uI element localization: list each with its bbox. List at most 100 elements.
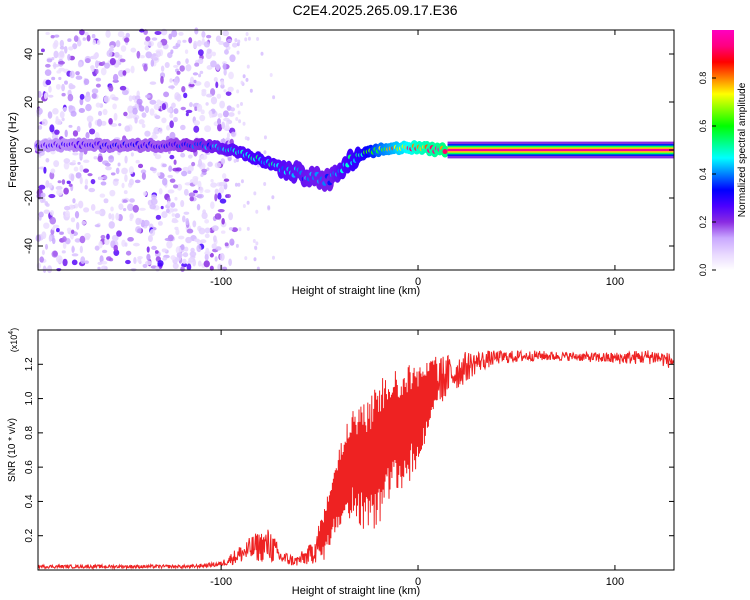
noise-cell bbox=[172, 184, 179, 189]
noise-cell bbox=[188, 37, 193, 44]
noise-cell bbox=[61, 83, 65, 92]
noise-cell bbox=[134, 95, 141, 100]
noise-cell bbox=[124, 174, 128, 183]
noise-cell bbox=[153, 126, 161, 135]
noise-cell bbox=[78, 108, 85, 113]
noise-cell bbox=[41, 249, 45, 256]
noise-cell bbox=[43, 209, 50, 214]
noise-cell bbox=[84, 57, 91, 64]
noise-cell bbox=[238, 227, 242, 232]
noise-cell bbox=[171, 217, 178, 223]
noise-cell bbox=[221, 173, 227, 179]
noise-cell bbox=[70, 229, 75, 234]
noise-cell bbox=[127, 203, 134, 212]
noise-cell bbox=[130, 152, 134, 157]
noise-cell bbox=[77, 161, 81, 165]
noise-cell bbox=[124, 242, 128, 247]
noise-cell bbox=[228, 112, 235, 117]
noise-cell bbox=[183, 188, 189, 196]
snr-ytick-label: 0.8 bbox=[24, 425, 35, 439]
noise-cell bbox=[192, 72, 199, 76]
ridge-cell bbox=[442, 149, 448, 155]
snr-axes: -100 0 100 0.2 0.4 0.6 0.8 1.0 1.2 bbox=[24, 330, 674, 588]
noise-cell bbox=[104, 62, 110, 69]
noise-cell bbox=[73, 35, 79, 42]
noise-cell bbox=[68, 105, 74, 110]
colorbar-tick-label: 0.0 bbox=[698, 264, 708, 277]
noise-cell bbox=[109, 57, 116, 66]
noise-cell bbox=[237, 39, 241, 44]
noise-cell bbox=[38, 125, 43, 130]
noise-cell bbox=[162, 177, 168, 186]
noise-cell bbox=[180, 124, 186, 131]
noise-cell bbox=[224, 49, 229, 55]
noise-cell bbox=[176, 39, 182, 45]
noise-cell bbox=[181, 85, 186, 93]
noise-cell bbox=[89, 128, 96, 135]
noise-cell bbox=[204, 227, 211, 234]
noise-cell bbox=[95, 102, 101, 108]
noise-cell bbox=[61, 179, 66, 185]
noise-cell bbox=[119, 58, 126, 63]
spectrogram-ytick-label: -20 bbox=[23, 190, 35, 206]
noise-cell bbox=[174, 196, 178, 201]
noise-cell bbox=[121, 89, 129, 96]
noise-cell bbox=[218, 186, 225, 194]
noise-cell bbox=[238, 119, 242, 124]
noise-cell bbox=[217, 118, 222, 125]
noise-cell bbox=[246, 64, 250, 69]
noise-cell bbox=[191, 161, 196, 167]
noise-cell bbox=[242, 203, 246, 208]
noise-cell bbox=[123, 37, 130, 43]
noise-cell bbox=[205, 102, 209, 106]
noise-cell bbox=[108, 85, 114, 92]
noise-cell bbox=[112, 73, 119, 82]
noise-cell bbox=[103, 175, 108, 180]
spectrogram-xtick-label: 100 bbox=[606, 276, 624, 288]
noise-cell bbox=[210, 178, 214, 183]
noise-cell bbox=[161, 117, 167, 124]
noise-cell bbox=[206, 48, 212, 54]
noise-cell bbox=[193, 238, 200, 243]
noise-cell bbox=[70, 217, 76, 223]
noise-cell bbox=[210, 88, 216, 96]
noise-cell bbox=[138, 207, 146, 211]
noise-cell bbox=[200, 173, 204, 178]
noise-cell bbox=[139, 28, 145, 33]
noise-cell bbox=[242, 121, 246, 126]
noise-cell bbox=[117, 31, 125, 38]
noise-cell bbox=[71, 245, 75, 254]
noise-cell bbox=[100, 181, 107, 186]
noise-cell bbox=[36, 262, 41, 270]
noise-cell bbox=[48, 182, 53, 189]
noise-cell bbox=[118, 123, 122, 127]
noise-cell bbox=[135, 217, 141, 226]
noise-cell bbox=[114, 51, 120, 58]
noise-cell bbox=[108, 212, 112, 220]
noise-cell bbox=[110, 172, 116, 176]
noise-cell bbox=[40, 48, 45, 53]
snr-xtick-label: -100 bbox=[210, 576, 232, 588]
noise-cell bbox=[228, 71, 234, 80]
noise-cell bbox=[193, 79, 197, 84]
noise-cell bbox=[199, 70, 204, 75]
noise-cell bbox=[90, 65, 95, 72]
noise-cell bbox=[198, 158, 203, 167]
noise-cell bbox=[218, 40, 225, 45]
noise-cell bbox=[93, 53, 98, 60]
noise-cell bbox=[176, 60, 181, 66]
noise-cell bbox=[222, 63, 227, 70]
noise-cell bbox=[186, 263, 192, 271]
noise-cell bbox=[209, 252, 214, 258]
noise-cell bbox=[109, 189, 116, 197]
noise-cell bbox=[161, 248, 168, 253]
spectrogram-xlabel: Height of straight line (km) bbox=[292, 285, 420, 297]
noise-cell bbox=[45, 158, 50, 163]
noise-cell bbox=[139, 105, 145, 112]
snr-ytick-label: 0.6 bbox=[24, 460, 35, 474]
noise-cell bbox=[171, 102, 176, 109]
noise-cell bbox=[183, 211, 190, 215]
noise-cell bbox=[182, 215, 186, 223]
noise-cell bbox=[103, 198, 109, 204]
snr-scale-text: (x104) bbox=[8, 328, 19, 352]
